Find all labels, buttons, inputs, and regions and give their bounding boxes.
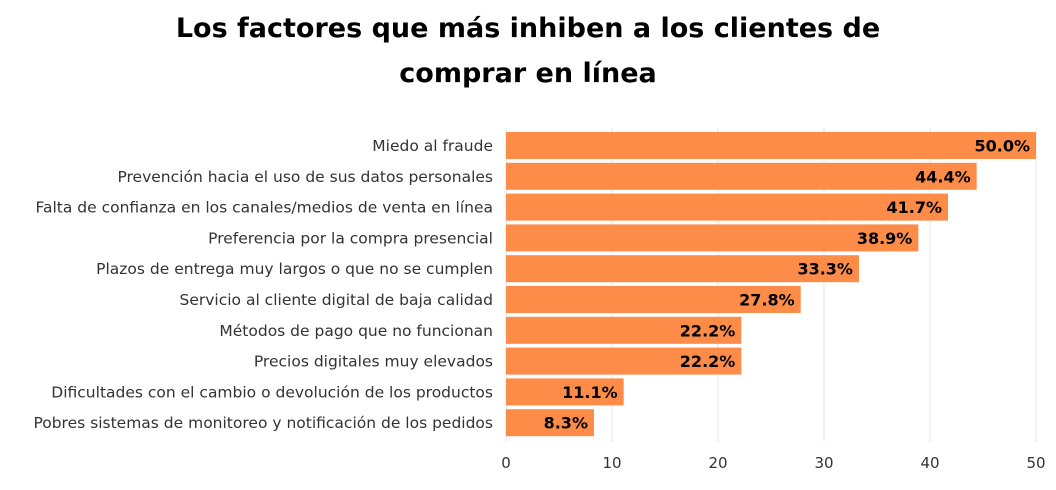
- category-label: Prevención hacia el uso de sus datos per…: [117, 168, 493, 186]
- category-label: Falta de confianza en los canales/medios…: [36, 199, 494, 217]
- x-tick-label: 40: [920, 454, 939, 472]
- category-label: Plazos de entrega muy largos o que no se…: [96, 260, 493, 278]
- x-tick-label: 0: [501, 454, 511, 472]
- x-axis-ticks: 0 10 20 30 40 50: [501, 454, 1045, 472]
- bar: [506, 132, 1036, 159]
- data-label: 44.4%: [915, 167, 971, 186]
- data-label: 41.7%: [887, 198, 943, 217]
- bars: [506, 132, 1036, 437]
- bar: [506, 162, 977, 190]
- bar: [506, 224, 919, 252]
- bar: [506, 316, 742, 344]
- data-label: 22.2%: [680, 321, 736, 340]
- data-label: 33.3%: [797, 260, 853, 279]
- category-label: Dificultades con el cambio o devolución …: [51, 383, 493, 401]
- bar: [506, 193, 949, 221]
- data-label: 11.1%: [562, 383, 618, 402]
- chart-title-line-1: Los factores que más inhiben a los clien…: [175, 13, 881, 44]
- category-label: Precios digitales muy elevados: [254, 353, 493, 371]
- bar: [506, 347, 742, 375]
- category-label: Preferencia por la compra presencial: [208, 229, 493, 247]
- bar: [506, 378, 624, 406]
- x-tick-label: 30: [814, 454, 833, 472]
- x-tick-label: 50: [1026, 454, 1045, 472]
- category-label: Métodos de pago que no funcionan: [219, 322, 493, 340]
- data-label: 50.0%: [974, 137, 1030, 156]
- bar: [506, 409, 594, 437]
- chart-title: Los factores que más inhiben a los clien…: [0, 6, 1056, 96]
- chart-title-line-2: comprar en línea: [399, 58, 657, 89]
- data-label: 38.9%: [857, 229, 913, 248]
- bar: [506, 286, 801, 313]
- x-tick-label: 10: [602, 454, 621, 472]
- data-label: 22.2%: [680, 352, 736, 371]
- category-label: Miedo al fraude: [372, 137, 493, 155]
- x-tick-label: 20: [708, 454, 727, 472]
- category-label: Pobres sistemas de monitoreo y notificac…: [33, 414, 493, 432]
- category-label: Servicio al cliente digital de baja cali…: [179, 291, 493, 309]
- data-label: 8.3%: [544, 414, 588, 433]
- data-label: 27.8%: [739, 291, 795, 310]
- value-labels: 50.0%44.4%41.7%38.9%33.3%27.8%22.2%22.2%…: [544, 137, 1030, 433]
- bar: [506, 255, 859, 283]
- category-labels: Miedo al fraude Prevención hacia el uso d…: [33, 137, 493, 432]
